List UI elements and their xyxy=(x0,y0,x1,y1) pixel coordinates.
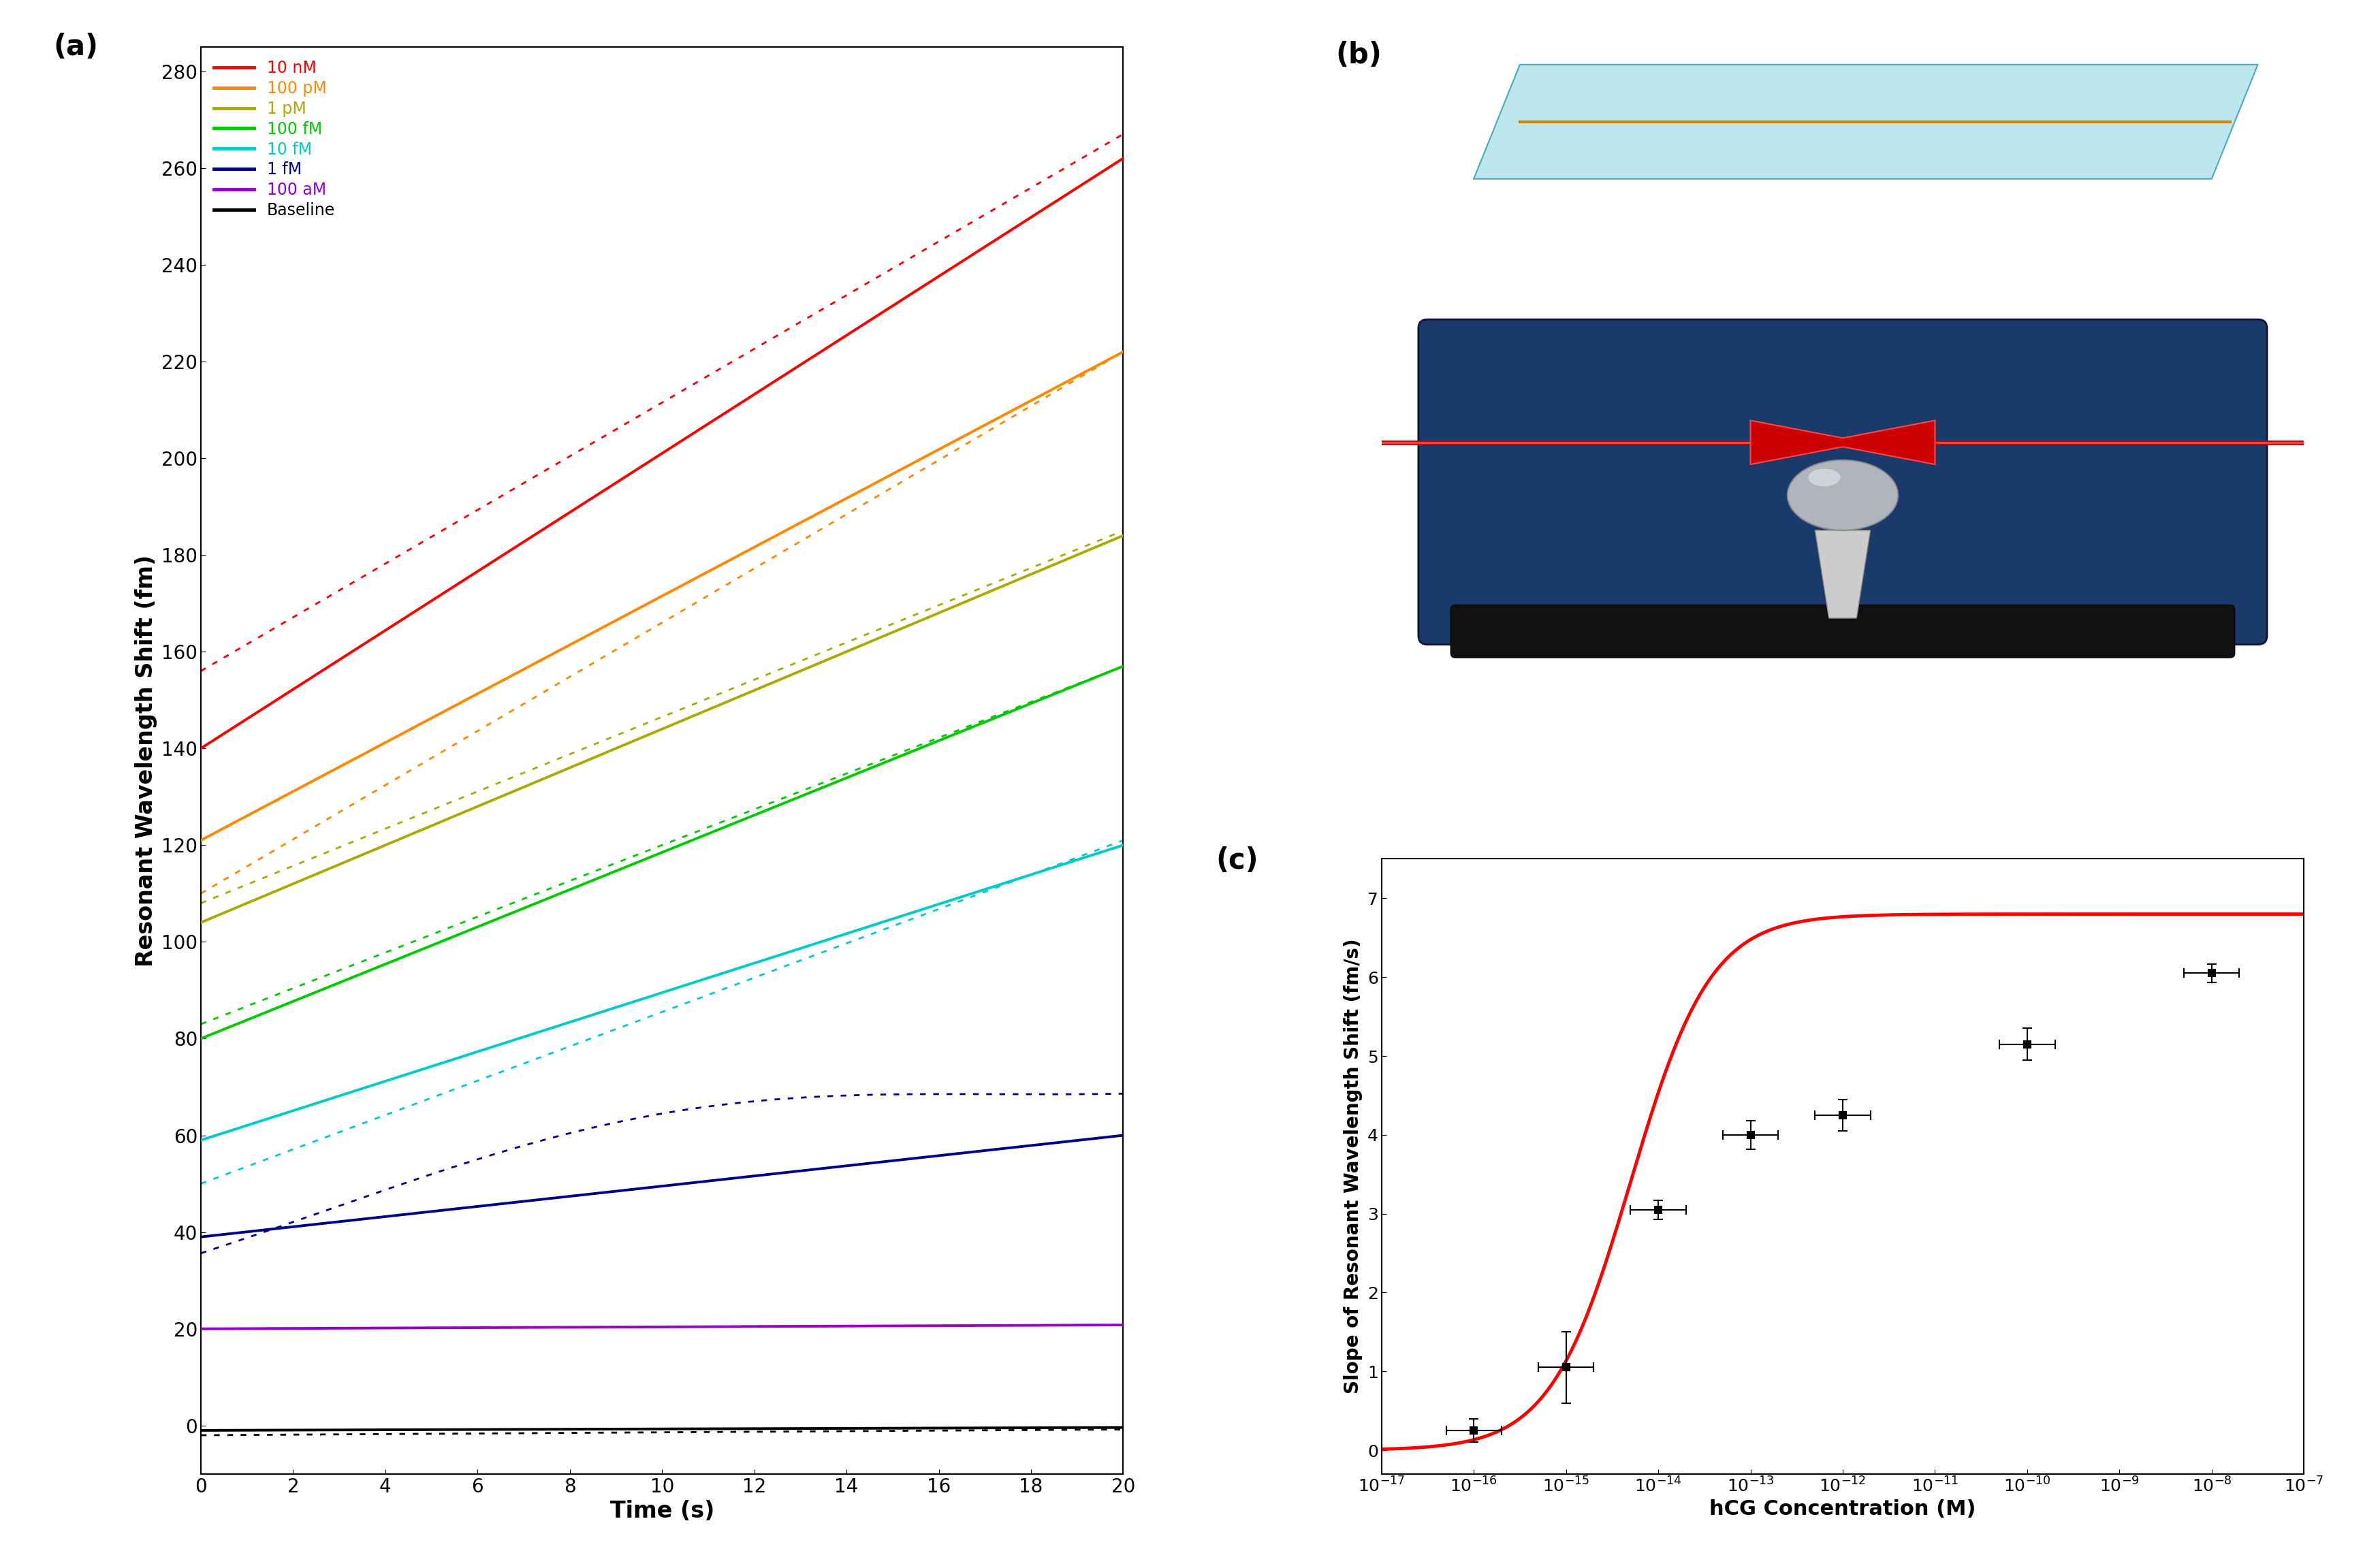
Text: (c): (c) xyxy=(1215,847,1257,875)
Y-axis label: Resonant Wavelength Shift (fm): Resonant Wavelength Shift (fm) xyxy=(135,555,158,966)
Y-axis label: Slope of Resonant Wavelength Shift (fm/s): Slope of Resonant Wavelength Shift (fm/s… xyxy=(1345,939,1363,1394)
Text: (b): (b) xyxy=(1335,41,1382,69)
FancyBboxPatch shape xyxy=(1451,605,2235,657)
Polygon shape xyxy=(1815,530,1871,618)
Polygon shape xyxy=(1751,420,1935,464)
Ellipse shape xyxy=(1808,469,1841,486)
Polygon shape xyxy=(1475,64,2257,179)
FancyBboxPatch shape xyxy=(1418,320,2266,644)
X-axis label: hCG Concentration (M): hCG Concentration (M) xyxy=(1708,1499,1975,1519)
X-axis label: Time (s): Time (s) xyxy=(610,1501,714,1523)
Ellipse shape xyxy=(1786,459,1897,530)
Text: (a): (a) xyxy=(54,33,99,61)
Legend: 10 nM, 100 pM, 1 pM, 100 fM, 10 fM, 1 fM, 100 aM, Baseline: 10 nM, 100 pM, 1 pM, 100 fM, 10 fM, 1 fM… xyxy=(208,55,340,224)
